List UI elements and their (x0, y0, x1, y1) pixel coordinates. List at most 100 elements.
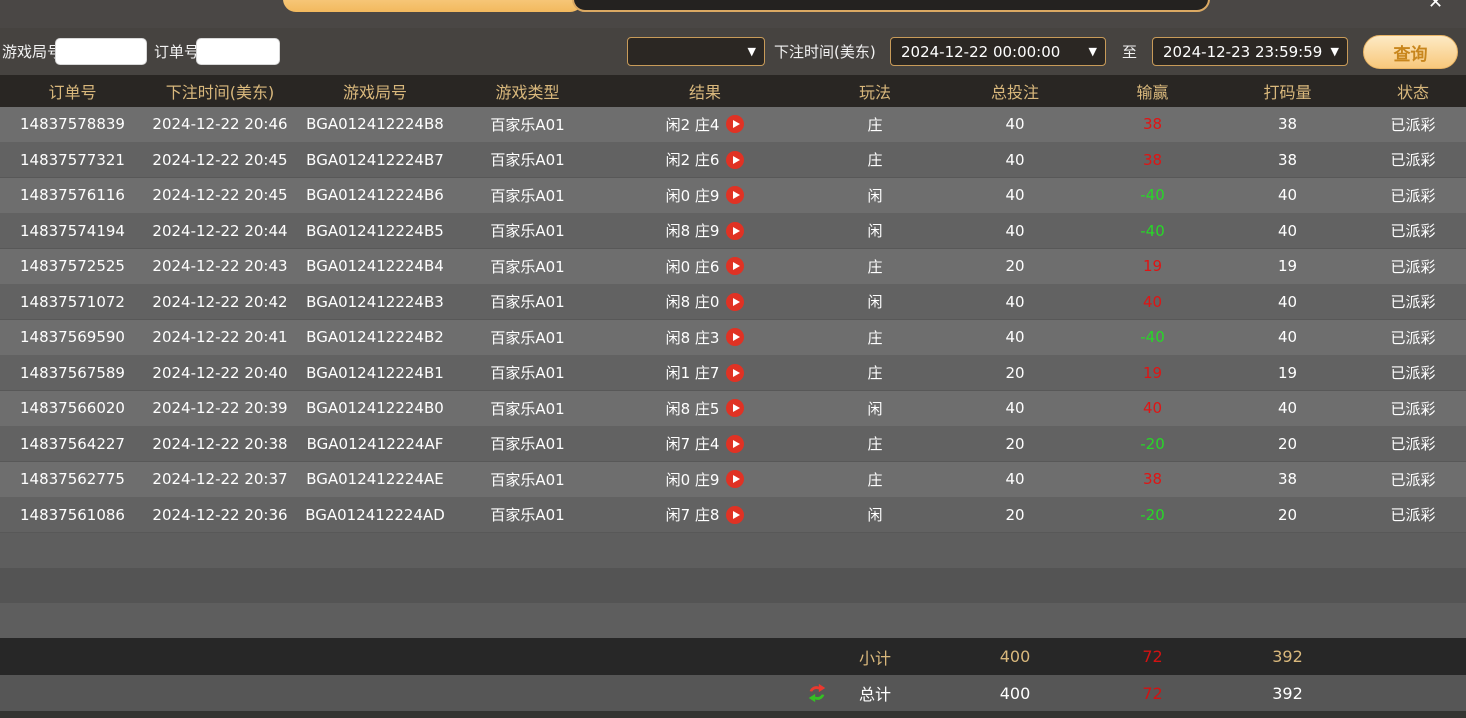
header-result: 结果 (688, 83, 721, 102)
cell-round-id: BGA012412224B6 (306, 186, 444, 205)
table-row: 14837578839 2024-12-22 20:46 BGA01241222… (0, 107, 1466, 143)
table-row: 14837564227 2024-12-22 20:38 BGA01241222… (0, 426, 1466, 462)
cell-game-type: 百家乐A01 (490, 328, 565, 347)
table-header: 订单号 下注时间(美东) 游戏局号 游戏类型 结果 玩法 总投注 输赢 打码量 … (0, 75, 1466, 107)
cell-order-id: 14837561086 (20, 505, 125, 524)
cell-play: 庄 (867, 257, 883, 276)
cell-win-loss: 40 (1142, 292, 1163, 311)
cell-play: 闲 (867, 293, 883, 312)
play-icon[interactable] (726, 470, 745, 489)
order-label: 订单号 (154, 43, 200, 61)
cell-game-type: 百家乐A01 (490, 364, 565, 383)
query-button[interactable]: 查询 (1363, 35, 1458, 69)
cell-turnover: 20 (1277, 505, 1298, 524)
play-icon[interactable] (726, 115, 745, 134)
play-icon[interactable] (726, 363, 745, 382)
date-from-select[interactable]: 2024-12-22 00:00:00 ▼ (890, 37, 1106, 66)
cell-total-bet: 20 (1005, 505, 1025, 524)
cell-status: 已派彩 (1390, 470, 1436, 489)
play-icon[interactable] (726, 505, 745, 524)
cell-turnover: 38 (1277, 470, 1298, 489)
cell-play: 闲 (867, 222, 883, 241)
cell-win-loss: 38 (1142, 150, 1163, 169)
cell-status: 已派彩 (1390, 399, 1436, 418)
tab-active[interactable] (283, 0, 583, 12)
play-icon[interactable] (726, 150, 745, 169)
play-triangle (732, 155, 740, 164)
cell-bet-time: 2024-12-22 20:40 (152, 363, 288, 382)
table-row: 14837577321 2024-12-22 20:45 BGA01241222… (0, 142, 1466, 178)
cell-order-id: 14837564227 (20, 434, 125, 453)
play-icon[interactable] (726, 257, 745, 276)
play-icon[interactable] (726, 186, 745, 205)
play-triangle (732, 368, 740, 377)
type-select[interactable]: ▼ (627, 37, 765, 66)
cell-result: 闲7 庄8 (600, 504, 810, 525)
cell-order-id: 14837572525 (20, 257, 125, 276)
play-triangle (732, 120, 740, 129)
result-text: 闲8 庄5 (665, 399, 720, 418)
cell-bet-time: 2024-12-22 20:45 (152, 150, 288, 169)
cell-game-type: 百家乐A01 (490, 257, 565, 276)
cell-total-bet: 20 (1005, 434, 1025, 453)
cell-bet-time: 2024-12-22 20:36 (152, 505, 288, 524)
cell-bet-time: 2024-12-22 20:42 (152, 292, 288, 311)
cell-play: 庄 (867, 328, 883, 347)
play-icon[interactable] (726, 292, 745, 311)
cell-total-bet: 40 (1005, 115, 1025, 134)
cell-turnover: 40 (1277, 292, 1298, 311)
cell-round-id: BGA012412224B0 (306, 399, 444, 418)
table-row: 14837561086 2024-12-22 20:36 BGA01241222… (0, 497, 1466, 533)
cell-play: 庄 (867, 470, 883, 489)
cell-bet-time: 2024-12-22 20:39 (152, 399, 288, 418)
table-row: 14837572525 2024-12-22 20:43 BGA01241222… (0, 249, 1466, 285)
empty-row (0, 568, 1466, 603)
header-game-type: 游戏类型 (495, 83, 560, 102)
play-icon[interactable] (726, 399, 745, 418)
cell-round-id: BGA012412224AD (305, 505, 445, 524)
cell-bet-time: 2024-12-22 20:38 (152, 434, 288, 453)
cell-game-type: 百家乐A01 (490, 399, 565, 418)
cell-result: 闲1 庄7 (600, 362, 810, 383)
close-icon[interactable]: ✕ (1428, 0, 1444, 13)
play-triangle (732, 510, 740, 519)
table-body: 14837578839 2024-12-22 20:46 BGA01241222… (0, 107, 1466, 533)
bottom-strip (0, 711, 1466, 718)
header-play: 玩法 (858, 83, 891, 102)
header-turnover: 打码量 (1263, 83, 1312, 102)
total-total-bet: 400 (999, 683, 1031, 703)
table-row: 14837574194 2024-12-22 20:44 BGA01241222… (0, 213, 1466, 249)
date-to-select[interactable]: 2024-12-23 23:59:59 ▼ (1152, 37, 1348, 66)
cell-turnover: 19 (1277, 363, 1298, 382)
play-icon[interactable] (726, 221, 745, 240)
cell-order-id: 14837567589 (20, 363, 125, 382)
cell-game-type: 百家乐A01 (490, 186, 565, 205)
result-text: 闲7 庄8 (665, 506, 720, 525)
cell-result: 闲8 庄5 (600, 398, 810, 419)
cell-bet-time: 2024-12-22 20:41 (152, 328, 288, 347)
order-input[interactable] (196, 38, 280, 65)
bet-time-label: 下注时间(美东) (774, 43, 876, 61)
header-round-id: 游戏局号 (342, 83, 407, 102)
to-label: 至 (1122, 43, 1138, 61)
play-icon[interactable] (726, 328, 745, 347)
table-row: 14837571072 2024-12-22 20:42 BGA01241222… (0, 284, 1466, 320)
refresh-icon[interactable] (806, 682, 828, 704)
table-row: 14837567589 2024-12-22 20:40 BGA01241222… (0, 355, 1466, 391)
cell-order-id: 14837569590 (20, 328, 125, 347)
cell-status: 已派彩 (1390, 222, 1436, 241)
cell-status: 已派彩 (1390, 328, 1436, 347)
cell-game-type: 百家乐A01 (490, 435, 565, 454)
play-triangle (732, 439, 740, 448)
game-round-input[interactable] (55, 38, 147, 65)
cell-round-id: BGA012412224AF (306, 434, 444, 453)
cell-bet-time: 2024-12-22 20:46 (152, 115, 288, 134)
total-label: 总计 (858, 685, 891, 704)
tab-inactive[interactable]: ▼ (572, 0, 1210, 12)
play-icon[interactable] (726, 434, 745, 453)
cell-win-loss: -40 (1140, 221, 1165, 240)
play-triangle (732, 475, 740, 484)
date-to-value: 2024-12-23 23:59:59 (1163, 42, 1323, 61)
subtotal-turnover: 392 (1272, 647, 1303, 666)
cell-status: 已派彩 (1390, 186, 1436, 205)
